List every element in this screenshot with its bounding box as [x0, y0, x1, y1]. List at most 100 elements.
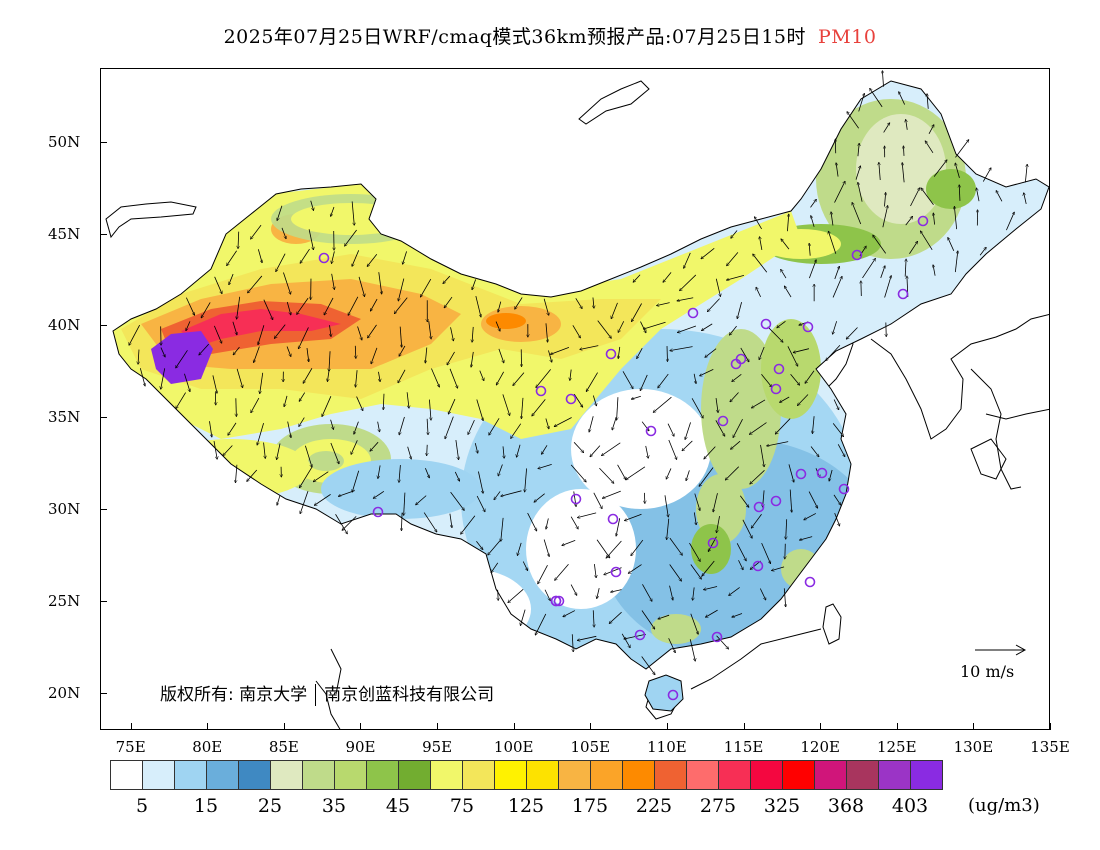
legend-swatch — [142, 760, 175, 790]
wind-arrow — [618, 321, 625, 332]
wind-arrow — [787, 214, 788, 232]
wind-arrow — [502, 394, 510, 415]
wind-arrow — [928, 125, 934, 135]
city-marker — [687, 307, 699, 319]
wind-arrow — [308, 229, 313, 250]
wind-arrow — [425, 468, 429, 478]
wind-arrow — [573, 442, 584, 452]
wind-arrow — [691, 398, 703, 418]
wind-arrow — [281, 227, 286, 239]
wind-arrow — [976, 188, 980, 202]
city-marker — [773, 363, 785, 375]
wind-arrow — [498, 301, 502, 313]
wind-arrow — [570, 464, 586, 482]
wind-arrow — [186, 297, 194, 316]
wind-arrow — [979, 247, 986, 256]
wind-arrow — [260, 372, 264, 394]
wind-arrow — [736, 543, 746, 561]
wind-arrow — [699, 467, 714, 486]
wind-arrow — [176, 392, 186, 409]
wind-arrow — [498, 464, 503, 476]
wind-arrow — [562, 540, 576, 545]
legend-label: 275 — [699, 795, 737, 817]
wind-arrow — [805, 370, 815, 384]
wind-arrow — [354, 421, 359, 435]
wind-arrow — [358, 276, 365, 297]
legend-swatch — [654, 760, 687, 790]
wind-arrow — [996, 190, 1003, 202]
wind-arrow — [759, 588, 766, 600]
wind-arrow — [304, 445, 312, 468]
wind-arrow — [161, 368, 166, 389]
wind-arrow — [554, 417, 572, 426]
wind-arrow — [713, 493, 718, 512]
wind-arrow — [694, 493, 700, 511]
wind-arrow — [367, 253, 378, 266]
legend-label: 175 — [571, 795, 609, 817]
lat-label-30N: 30N — [48, 500, 81, 519]
wind-arrow — [286, 346, 291, 356]
wind-arrow — [925, 141, 934, 154]
city-marker — [565, 393, 577, 405]
legend-swatch — [206, 760, 239, 790]
wind-arrow — [277, 443, 281, 459]
legend-swatch — [910, 760, 943, 790]
wind-arrow — [299, 467, 313, 487]
wind-arrow — [586, 372, 598, 392]
wind-arrow — [832, 276, 842, 298]
wind-arrow — [899, 92, 906, 105]
wind-arrow — [759, 237, 763, 251]
china-border — [112, 80, 1049, 670]
wind-arrow — [352, 250, 360, 266]
wind-arrow — [622, 371, 633, 389]
wind-arrow — [501, 517, 504, 542]
wind-arrow — [238, 231, 239, 249]
wind-arrow — [420, 278, 432, 297]
wind-arrow — [535, 613, 547, 635]
wind-arrow — [348, 296, 359, 315]
wind-arrow — [543, 298, 549, 316]
wind-arrow — [732, 613, 743, 618]
wind-arrow — [322, 396, 332, 416]
wind-arrow — [498, 589, 499, 601]
wind-arrow — [449, 368, 458, 388]
wind-arrow — [617, 397, 618, 420]
wind-arrow — [356, 396, 363, 411]
lon-label-100E: 100E — [493, 738, 534, 756]
city-marker — [318, 252, 330, 264]
color-legend — [110, 760, 943, 791]
copyright-note: 版权所有: 南京大学 南京创蓝科技有限公司 — [160, 680, 494, 706]
wind-arrow — [669, 564, 682, 582]
wind-arrow — [521, 397, 524, 419]
wind-arrow — [753, 254, 768, 273]
wind-arrow — [737, 302, 742, 319]
wind-arrow — [461, 515, 476, 534]
wind-arrow — [284, 395, 288, 407]
wind-arrow — [669, 537, 682, 555]
wind-arrow — [377, 421, 380, 432]
wind-arrow — [306, 348, 309, 362]
wind-arrow — [214, 276, 222, 294]
wind-arrow — [658, 373, 669, 388]
lon-label-85E: 85E — [268, 738, 299, 756]
legend-swatch — [526, 760, 559, 790]
wind-arrow — [884, 192, 885, 207]
wind-arrow — [733, 419, 743, 437]
lat-tick — [100, 417, 107, 419]
wind-arrow — [494, 491, 501, 499]
wind-arrow — [858, 93, 865, 112]
wind-arrow — [455, 440, 459, 460]
legend-label: 45 — [385, 795, 411, 817]
wind-arrow — [880, 266, 885, 279]
wind-arrow — [263, 442, 266, 459]
lon-label-95E: 95E — [422, 738, 453, 756]
lat-label-20N: 20N — [48, 684, 81, 703]
wind-arrow — [882, 206, 888, 228]
wind-arrow — [577, 635, 597, 640]
wind-arrow — [643, 321, 666, 329]
wind-arrow — [826, 344, 841, 360]
wind-arrow — [729, 325, 737, 335]
wind-arrow — [425, 347, 428, 364]
lat-tick — [100, 601, 107, 603]
wind-arrow — [611, 589, 622, 593]
